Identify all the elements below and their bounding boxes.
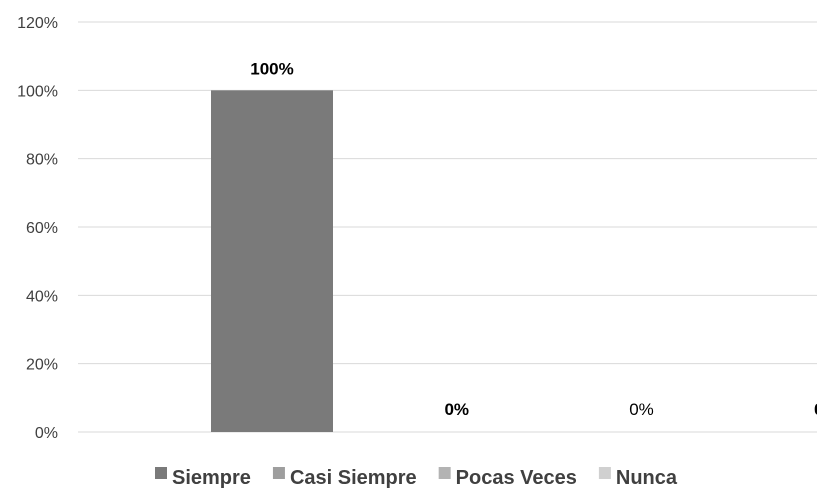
legend-label: Siempre	[172, 467, 251, 489]
data-labels: 100% 0% 0% 0%	[250, 59, 817, 419]
legend-swatch	[438, 467, 451, 479]
legend-label: Pocas Veces	[456, 467, 577, 489]
data-label: 0%	[629, 400, 654, 419]
y-axis-tick-labels: 0% 20% 40% 60% 80% 100% 120%	[17, 15, 58, 442]
y-tick-label: 120%	[17, 15, 58, 32]
y-tick-label: 0%	[35, 425, 58, 442]
y-tick-label: 20%	[26, 357, 58, 374]
y-tick-label: 100%	[17, 83, 58, 100]
gridlines	[78, 21, 817, 433]
y-tick-label: 80%	[26, 152, 58, 169]
data-label: 100%	[250, 59, 293, 78]
legend-swatch	[598, 467, 611, 479]
legend-label: Nunca	[616, 467, 678, 489]
bars	[211, 90, 333, 432]
legend: Siempre Casi Siempre Pocas Veces Nunca	[155, 467, 678, 489]
data-label: 0%	[814, 400, 817, 419]
legend-swatch	[272, 467, 285, 479]
legend-swatch	[155, 467, 167, 479]
y-tick-label: 40%	[26, 288, 58, 305]
bar-siempre	[211, 90, 333, 432]
y-tick-label: 60%	[26, 220, 58, 237]
legend-label: Casi Siempre	[290, 467, 417, 489]
data-label: 0%	[444, 400, 469, 419]
